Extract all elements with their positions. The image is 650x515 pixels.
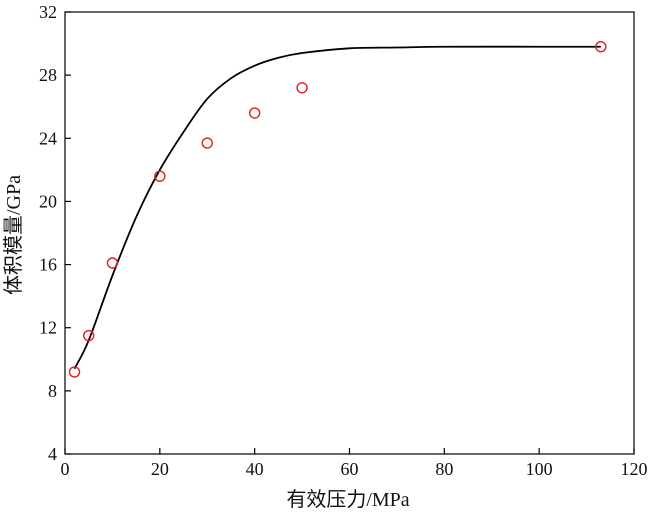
data-point [68,366,81,378]
x-tick-label: 40 [246,459,264,479]
y-tick-label: 28 [39,65,57,85]
y-tick-label: 12 [39,318,57,338]
y-tick-label: 16 [39,255,57,275]
y-tick-label: 4 [48,444,57,464]
data-point [296,82,308,94]
data-point [83,329,95,342]
data-point [248,107,261,119]
x-tick-label: 20 [151,459,169,479]
plot-frame [64,11,635,455]
fit-curve [73,45,601,370]
curve-layer [73,45,601,370]
y-tick-label: 8 [48,381,57,401]
x-axis-title: 有效压力/MPa [286,488,409,511]
x-tick-label: 0 [61,459,70,479]
x-tick-label: 100 [526,459,553,479]
y-tick-label: 20 [39,191,57,211]
y-tick-label: 32 [39,2,57,22]
data-point [595,41,607,53]
data-point [201,137,213,149]
data-point [106,257,119,269]
x-tick-label: 80 [435,459,453,479]
points-layer [68,41,607,378]
x-tick-label: 60 [341,459,359,479]
y-axis-title: 体积模量/GPa [2,175,25,295]
data-point [154,170,166,182]
y-tick-label: 24 [39,128,57,148]
axes-layer: 0 20 40 60 80 100 120 4 8 12 16 20 24 28 32 [39,2,648,479]
x-tick-label: 120 [621,459,648,479]
